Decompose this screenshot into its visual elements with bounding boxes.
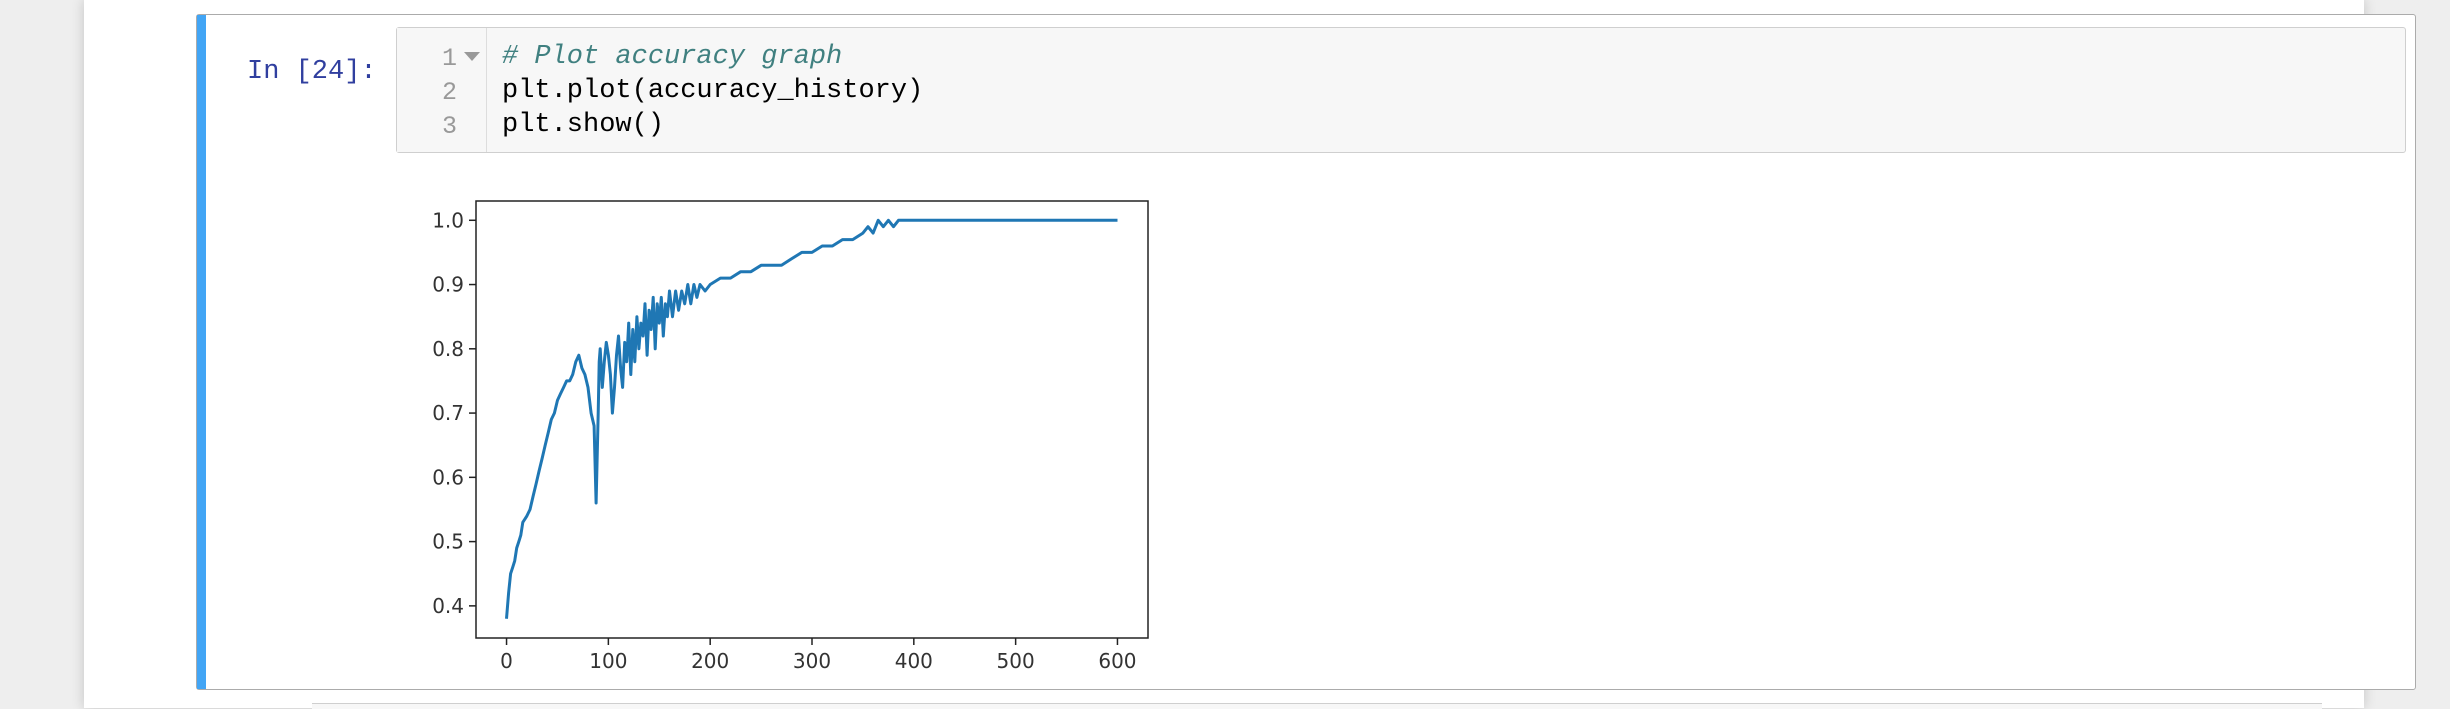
x-tick-label: 200: [691, 649, 729, 673]
line-number: 3: [441, 112, 457, 141]
code-line[interactable]: plt.plot(accuracy_history): [502, 76, 924, 106]
accuracy-series-line: [505, 218, 1118, 619]
notebook-container: In [24]: 1 2 3 # Plot accuracy graph plt…: [84, 0, 2416, 708]
x-tick-label: 600: [1098, 649, 1136, 673]
x-tick-label: 300: [793, 649, 831, 673]
x-tick-label: 500: [997, 649, 1035, 673]
line-number-gutter: 1 2 3: [397, 28, 487, 152]
y-tick-label: 0.5: [432, 530, 464, 554]
code-editor[interactable]: 1 2 3 # Plot accuracy graph plt.plot(acc…: [396, 27, 2406, 153]
next-cell-edge: [312, 703, 2322, 709]
line-number: 2: [441, 78, 457, 107]
plot-frame: [475, 200, 1149, 639]
code-line-comment[interactable]: # Plot accuracy graph: [502, 42, 843, 72]
line-number: 1: [441, 44, 457, 73]
y-tick-label: 0.6: [432, 465, 464, 489]
input-prompt: In [24]:: [247, 57, 377, 87]
selected-cell-indicator: [197, 15, 206, 689]
accuracy-line-chart: 0 100 200 300 400 500 600 0.4 0.5 0.6 0.7 0.8 0.9 1.0: [432, 200, 1149, 673]
fold-arrow-icon[interactable]: [464, 52, 480, 61]
y-tick-label: 0.8: [432, 337, 464, 361]
x-tick-label: 100: [589, 649, 627, 673]
y-tick-label: 0.9: [432, 273, 464, 297]
code-cell[interactable]: In [24]: 1 2 3 # Plot accuracy graph plt…: [196, 14, 2416, 690]
output-plot: 0 100 200 300 400 500 600 0.4 0.5 0.6 0.7 0.8 0.9 1.0: [427, 175, 1387, 675]
x-tick-label: 0: [500, 649, 513, 673]
code-line[interactable]: plt.show(): [502, 110, 665, 140]
y-tick-label: 0.7: [432, 401, 464, 425]
y-tick-label: 0.4: [432, 594, 464, 618]
x-tick-label: 400: [895, 649, 933, 673]
y-tick-label: 1.0: [432, 208, 464, 232]
